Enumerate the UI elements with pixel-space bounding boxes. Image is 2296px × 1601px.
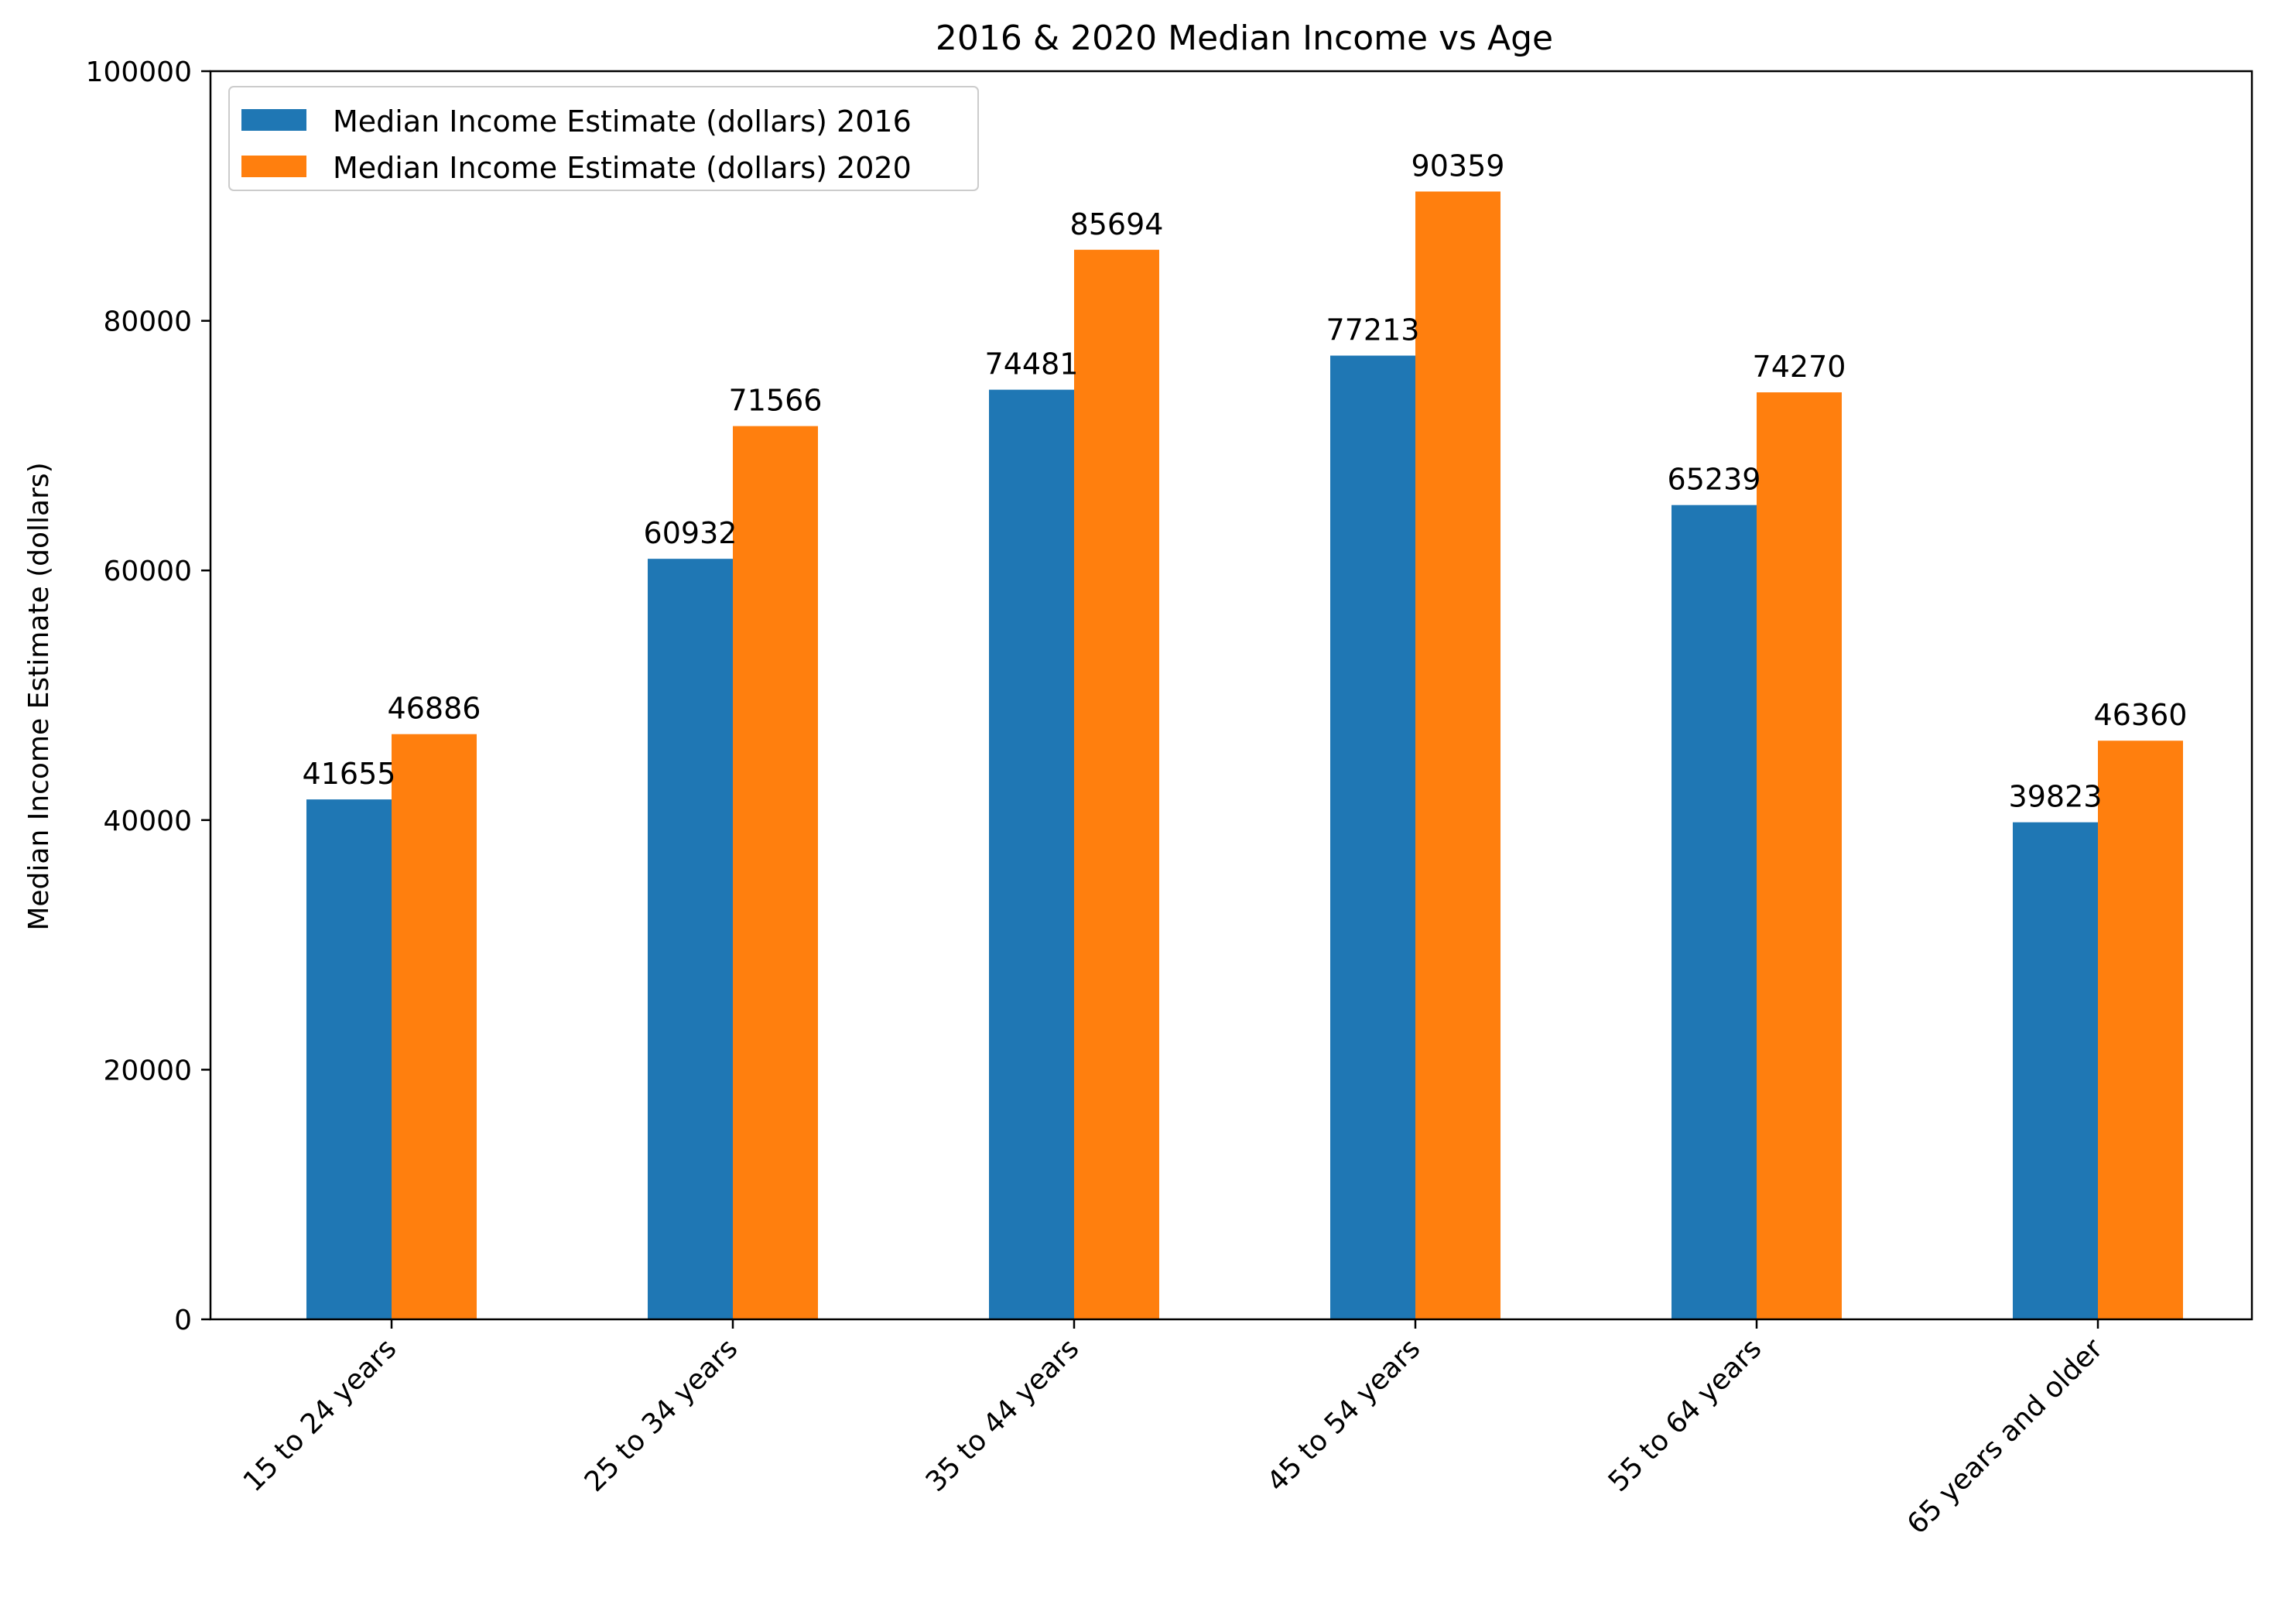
y-tick-label: 40000 bbox=[103, 806, 192, 837]
y-axis-label: Median Income Estimate (dollars) bbox=[23, 462, 55, 930]
bar-value-label: 65239 bbox=[1668, 463, 1761, 497]
bar-value-label: 46360 bbox=[2094, 698, 2188, 732]
bar-2020-6 bbox=[2098, 741, 2183, 1319]
bar-2016-5 bbox=[1672, 505, 1757, 1319]
bar-value-label: 46886 bbox=[388, 692, 481, 726]
bar-2020-3 bbox=[1074, 249, 1159, 1320]
bar-2020-1 bbox=[392, 734, 477, 1319]
legend-label-2016: Median Income Estimate (dollars) 2016 bbox=[333, 104, 912, 139]
bar-2016-4 bbox=[1330, 355, 1415, 1319]
bar-value-label: 41655 bbox=[303, 757, 396, 791]
bar-value-label: 60932 bbox=[644, 516, 737, 550]
bar-2016-1 bbox=[306, 799, 392, 1319]
y-tick-label: 0 bbox=[174, 1305, 192, 1336]
legend-box bbox=[228, 86, 979, 191]
bar-value-label: 74270 bbox=[1753, 350, 1846, 384]
legend-swatch-2016 bbox=[241, 109, 306, 131]
bar-2020-2 bbox=[733, 426, 818, 1320]
bar-value-labels: 41655 60932 74481 77213 65239 39823 46886 71566… bbox=[303, 149, 2188, 814]
legend-label-2020: Median Income Estimate (dollars) 2020 bbox=[333, 151, 912, 185]
bar-value-label: 71566 bbox=[729, 384, 823, 418]
y-tick-label: 60000 bbox=[103, 556, 192, 587]
bars-layer bbox=[306, 191, 2183, 1320]
bar-value-label: 85694 bbox=[1070, 207, 1164, 241]
bar-value-label: 77213 bbox=[1326, 313, 1420, 347]
y-tick-label: 100000 bbox=[86, 56, 192, 88]
bar-2016-3 bbox=[989, 389, 1074, 1319]
y-tick-label: 20000 bbox=[103, 1055, 192, 1086]
legend-swatch-2020 bbox=[241, 156, 306, 177]
bar-2020-4 bbox=[1415, 191, 1500, 1320]
legend: Median Income Estimate (dollars) 2016 Med… bbox=[228, 86, 979, 191]
bar-value-label: 74481 bbox=[985, 347, 1079, 381]
bar-value-label: 39823 bbox=[2009, 780, 2103, 814]
chart-title: 2016 & 2020 Median Income vs Age bbox=[936, 19, 1553, 58]
plot-frame bbox=[209, 70, 2253, 1321]
bar-2016-6 bbox=[2013, 822, 2098, 1319]
y-tick-label: 80000 bbox=[103, 306, 192, 338]
bar-2016-2 bbox=[648, 559, 733, 1319]
bar-value-label: 90359 bbox=[1411, 149, 1505, 183]
bar-2020-5 bbox=[1757, 392, 1842, 1319]
